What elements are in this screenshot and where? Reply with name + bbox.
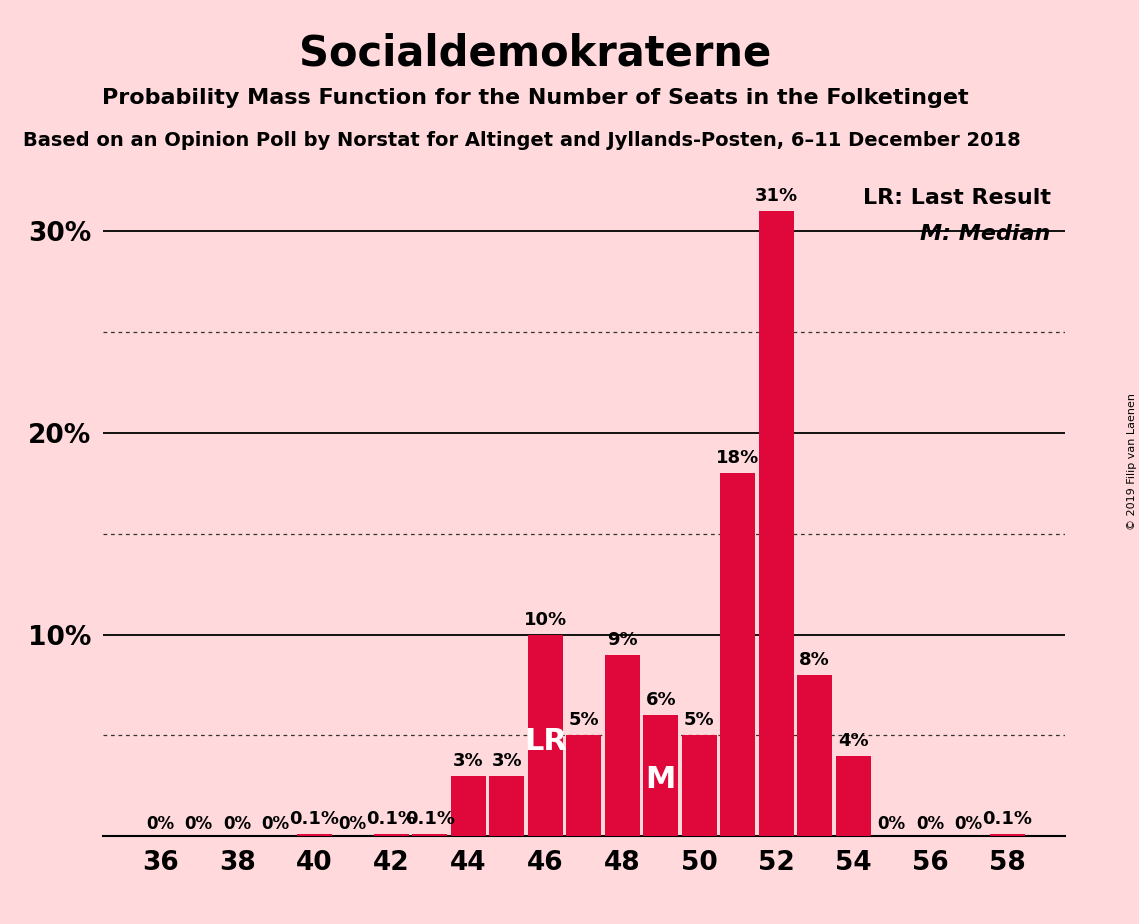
Bar <box>759 212 794 836</box>
Text: 8%: 8% <box>800 650 830 669</box>
Text: Probability Mass Function for the Number of Seats in the Folketinget: Probability Mass Function for the Number… <box>103 88 968 108</box>
Bar <box>412 834 448 836</box>
Text: Socialdemokraterne: Socialdemokraterne <box>300 32 771 74</box>
Text: 0%: 0% <box>185 815 213 833</box>
Text: 0%: 0% <box>262 815 289 833</box>
Text: 0%: 0% <box>223 815 252 833</box>
Text: 31%: 31% <box>755 188 797 205</box>
Text: © 2019 Filip van Laenen: © 2019 Filip van Laenen <box>1126 394 1137 530</box>
Bar <box>681 736 716 836</box>
Bar <box>566 736 601 836</box>
Text: LR: Last Result: LR: Last Result <box>862 188 1050 208</box>
Bar <box>836 756 871 836</box>
Bar <box>374 834 409 836</box>
Text: 0.1%: 0.1% <box>404 810 454 828</box>
Text: 5%: 5% <box>568 711 599 729</box>
Bar <box>296 834 331 836</box>
Bar <box>990 834 1025 836</box>
Bar <box>644 715 679 836</box>
Text: 0%: 0% <box>338 815 367 833</box>
Text: 0%: 0% <box>954 815 983 833</box>
Text: Based on an Opinion Poll by Norstat for Altinget and Jyllands-Posten, 6–11 Decem: Based on an Opinion Poll by Norstat for … <box>23 131 1021 151</box>
Text: 0%: 0% <box>878 815 906 833</box>
Text: 5%: 5% <box>683 711 714 729</box>
Text: 0.1%: 0.1% <box>367 810 416 828</box>
Text: M: M <box>646 765 675 794</box>
Bar <box>797 675 833 836</box>
Text: 4%: 4% <box>838 732 869 749</box>
Bar <box>605 655 640 836</box>
Text: 0%: 0% <box>916 815 944 833</box>
Text: 0%: 0% <box>146 815 174 833</box>
Text: 10%: 10% <box>524 611 567 628</box>
Text: 6%: 6% <box>646 691 677 710</box>
Text: 3%: 3% <box>453 752 484 770</box>
Bar <box>720 473 755 836</box>
Bar <box>451 776 486 836</box>
Text: 3%: 3% <box>491 752 522 770</box>
Text: 0.1%: 0.1% <box>289 810 339 828</box>
Bar <box>527 635 563 836</box>
Text: 0.1%: 0.1% <box>982 810 1032 828</box>
Text: LR: LR <box>524 726 567 756</box>
Text: 18%: 18% <box>716 449 760 468</box>
Text: 9%: 9% <box>607 631 638 649</box>
Text: M: Median: M: Median <box>920 225 1050 244</box>
Bar <box>489 776 524 836</box>
